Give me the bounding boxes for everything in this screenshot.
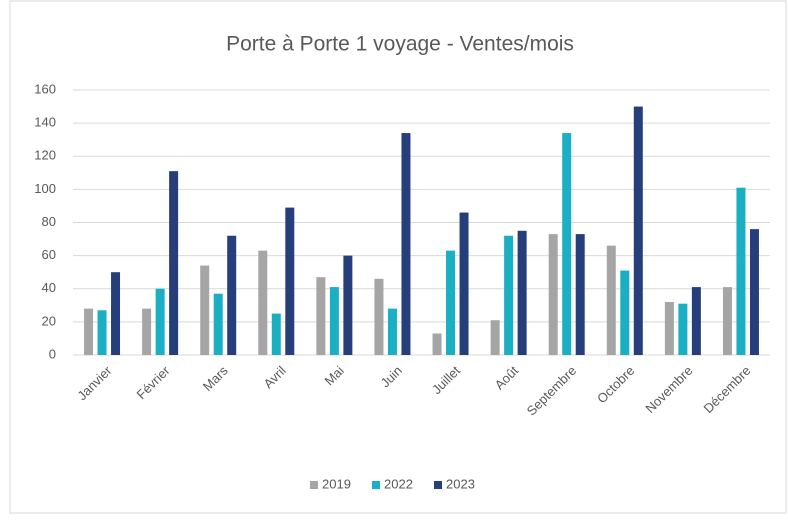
bar: [691, 287, 701, 355]
bar: [517, 230, 527, 355]
bar: [548, 234, 558, 355]
bar: [678, 303, 688, 355]
bar: [749, 229, 759, 355]
y-tick-label: 100: [34, 181, 56, 196]
bar: [664, 302, 674, 355]
y-tick-label: 120: [34, 148, 56, 163]
chart-title: Porte à Porte 1 voyage - Ventes/mois: [226, 33, 574, 56]
bar: [606, 245, 616, 355]
bar: [575, 234, 585, 355]
y-tick-label: 0: [49, 346, 56, 361]
legend-label: 2019: [322, 476, 351, 491]
y-tick-label: 40: [42, 280, 56, 295]
bar: [84, 308, 94, 355]
bar: [459, 212, 469, 355]
bar: [387, 308, 397, 355]
legend-label: 2023: [446, 476, 475, 491]
bar: [343, 255, 353, 355]
y-tick-label: 20: [42, 313, 56, 328]
bar: [97, 310, 107, 355]
y-tick-label: 60: [42, 247, 56, 262]
bar: [329, 287, 339, 355]
bar: [200, 265, 210, 355]
y-tick-label: 140: [34, 115, 56, 130]
bar: [401, 133, 411, 355]
bar: [271, 313, 281, 355]
bar: [722, 287, 732, 355]
legend-swatch: [310, 481, 318, 489]
chart-frame: [9, 0, 787, 514]
bar: [111, 272, 121, 355]
bar: [490, 320, 500, 355]
bar: [633, 106, 643, 355]
bar: [432, 333, 442, 355]
bar: [562, 133, 572, 355]
bar: [736, 187, 746, 355]
legend-swatch: [372, 481, 380, 489]
y-tick-label: 160: [34, 81, 56, 96]
bar: [316, 277, 326, 355]
y-tick-label: 80: [42, 214, 56, 229]
bar: [227, 235, 237, 355]
bar: [155, 288, 165, 355]
bar: [285, 207, 295, 355]
bar: [169, 171, 179, 355]
bar: [620, 270, 630, 355]
bar: [504, 235, 514, 355]
bar: [142, 308, 152, 355]
legend-label: 2022: [384, 476, 413, 491]
bar: [258, 250, 268, 355]
bar: [213, 293, 223, 355]
bar: [446, 250, 456, 355]
legend-swatch: [434, 481, 442, 489]
bar: [374, 278, 384, 355]
